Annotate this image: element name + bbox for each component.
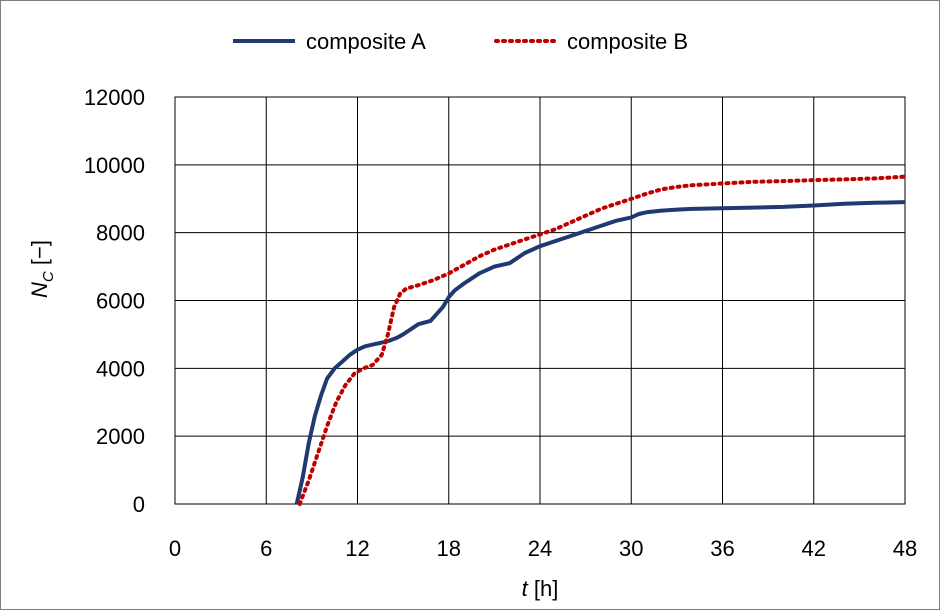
y-tick-label: 4000: [96, 356, 145, 381]
x-tick-label: 42: [802, 536, 826, 561]
series-line-composite-b: [297, 174, 907, 506]
y-tick-label: 12000: [84, 85, 145, 110]
x-tick-label: 48: [893, 536, 917, 561]
tick-labels: 0 6 12 18 24 30 36 42 48 0 2000 4000 6000 8000 10000 12…: [84, 85, 917, 561]
x-tick-label: 0: [169, 536, 181, 561]
legend-label-composite-a: composite A: [306, 29, 426, 54]
series-line-composite-a: [294, 200, 906, 505]
x-axis-title: t [h]: [522, 576, 559, 601]
x-tick-label: 30: [619, 536, 643, 561]
y-axis-title: NC [−]: [27, 240, 57, 298]
grid: [174, 96, 906, 505]
y-tick-label: 8000: [96, 221, 145, 246]
y-axis-unit: [−]: [27, 240, 52, 271]
y-axis-subscript: C: [40, 271, 57, 282]
x-tick-label: 12: [345, 536, 369, 561]
x-tick-label: 18: [437, 536, 461, 561]
x-tick-label: 36: [710, 536, 734, 561]
legend-label-composite-b: composite B: [567, 29, 688, 54]
x-axis-unit: [h]: [528, 576, 559, 601]
y-tick-label: 10000: [84, 153, 145, 178]
y-axis-variable: N: [27, 282, 52, 298]
series-layer: [294, 174, 907, 506]
x-tick-label: 6: [260, 536, 272, 561]
y-tick-label: 0: [133, 492, 145, 517]
y-tick-label: 2000: [96, 424, 145, 449]
x-axis-variable: t: [522, 576, 529, 601]
legend: composite A composite B: [233, 29, 688, 54]
x-tick-label: 24: [528, 536, 552, 561]
y-tick-label: 6000: [96, 289, 145, 314]
